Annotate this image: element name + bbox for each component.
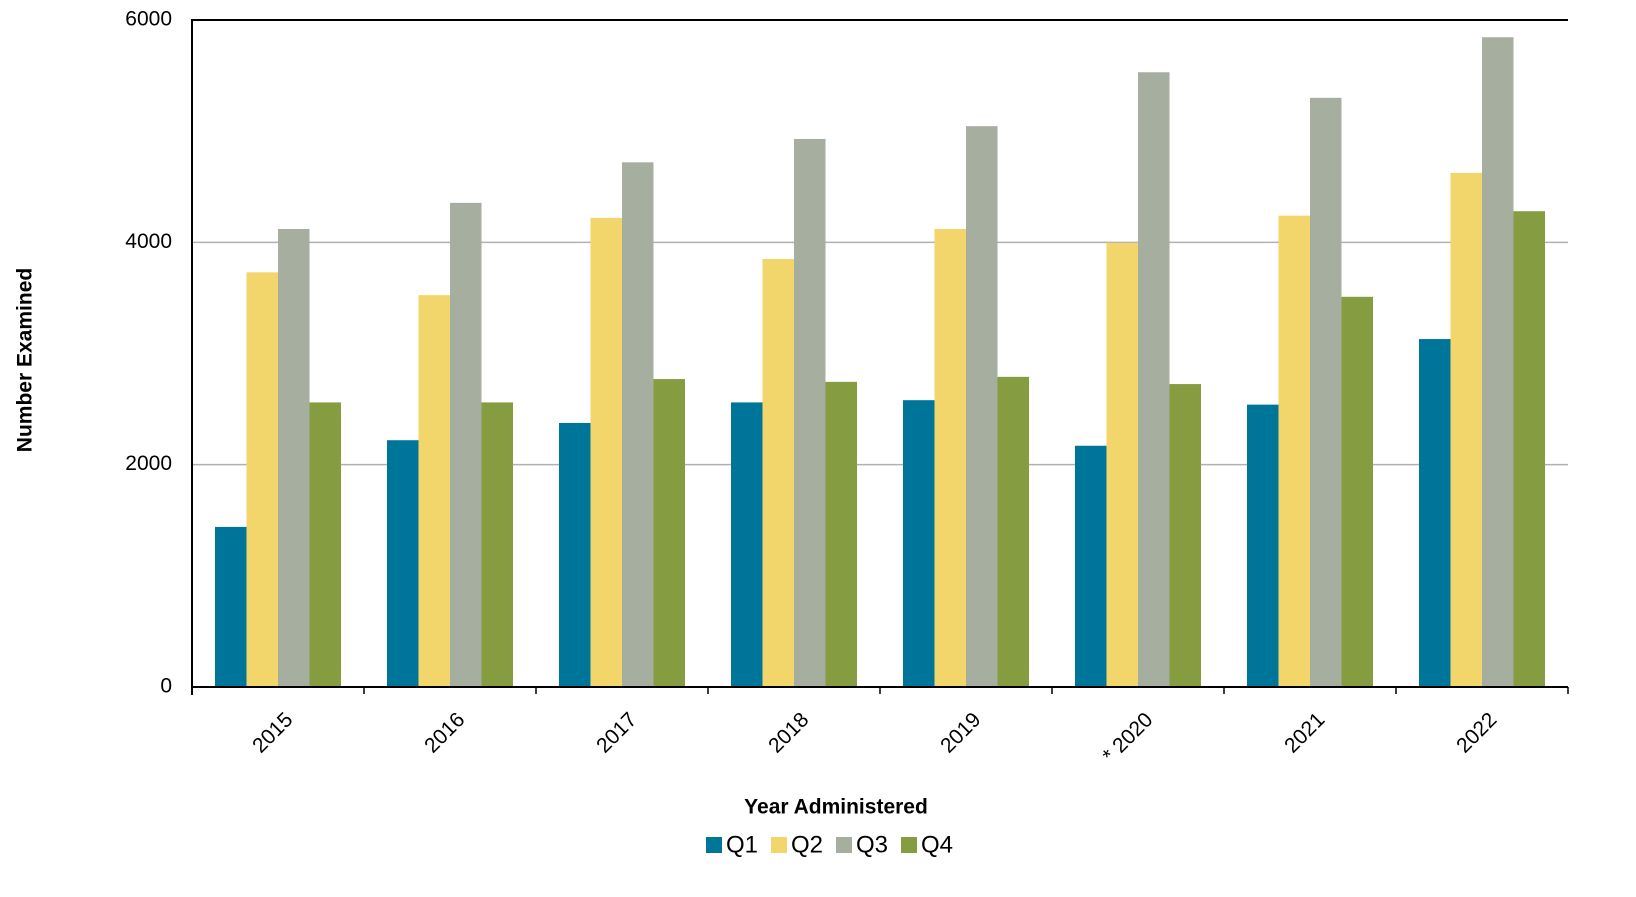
x-tick-label: 2022 — [1452, 708, 1501, 757]
x-axis-title: Year Administered — [744, 796, 928, 819]
bar — [731, 402, 763, 687]
legend-label: Q3 — [856, 831, 888, 858]
bar — [622, 162, 654, 687]
bar — [1450, 172, 1482, 687]
bar — [278, 228, 310, 687]
bar — [653, 379, 685, 687]
bar — [1341, 296, 1373, 687]
bar — [1169, 384, 1201, 687]
y-tick-label: 2000 — [125, 452, 172, 475]
bar — [387, 440, 419, 687]
y-axis-title: Number Examined — [14, 268, 37, 452]
bar — [309, 402, 341, 687]
bar — [997, 376, 1029, 687]
bar — [794, 138, 826, 687]
x-tick-label: 2019 — [936, 708, 985, 757]
bar — [1310, 97, 1342, 688]
legend-swatch — [706, 837, 722, 853]
legend-label: Q1 — [726, 831, 758, 858]
y-tick-label: 0 — [160, 675, 172, 698]
bar — [246, 272, 278, 687]
bar — [559, 422, 591, 687]
bar — [1513, 211, 1545, 687]
x-tick-label: 2021 — [1280, 708, 1329, 757]
legend-swatch — [836, 837, 852, 853]
bar — [1106, 242, 1138, 687]
bar — [825, 381, 857, 687]
bar — [762, 259, 794, 687]
bar — [450, 202, 482, 687]
y-tick-label: 4000 — [125, 230, 172, 253]
x-tick-label: 2016 — [420, 708, 469, 757]
legend-label: Q4 — [921, 831, 953, 858]
x-tick-label: 2015 — [248, 708, 297, 757]
x-tick-label: 2018 — [764, 708, 813, 757]
legend-label: Q2 — [791, 831, 823, 858]
legend-swatch — [771, 837, 787, 853]
x-tick-label: * 2020 — [1098, 708, 1157, 767]
bar — [418, 295, 450, 687]
bar — [215, 526, 247, 687]
y-tick-label: 6000 — [125, 8, 172, 31]
bar — [481, 402, 513, 687]
bar — [1482, 37, 1514, 687]
bar — [966, 126, 998, 687]
bar — [1075, 445, 1107, 687]
bar — [1138, 72, 1170, 687]
bar — [903, 400, 935, 687]
x-tick-label: 2017 — [592, 708, 641, 757]
bar — [1247, 404, 1279, 687]
bar — [1419, 339, 1451, 687]
bar — [934, 228, 966, 687]
bar — [590, 217, 622, 688]
legend-swatch — [901, 837, 917, 853]
bar — [1278, 215, 1310, 688]
